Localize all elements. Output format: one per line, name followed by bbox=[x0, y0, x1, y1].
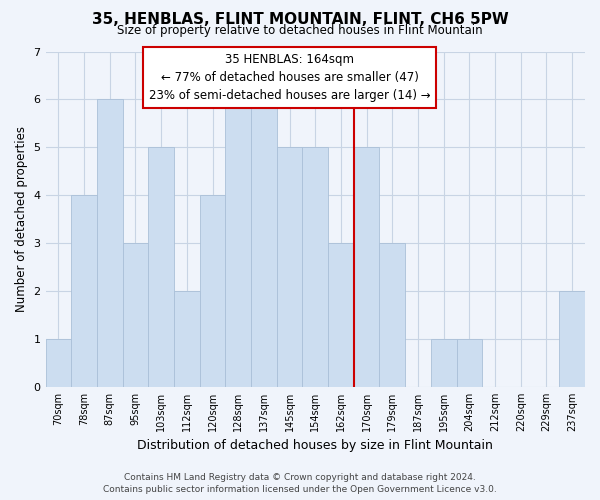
X-axis label: Distribution of detached houses by size in Flint Mountain: Distribution of detached houses by size … bbox=[137, 440, 493, 452]
Text: Size of property relative to detached houses in Flint Mountain: Size of property relative to detached ho… bbox=[117, 24, 483, 37]
Bar bbox=[559, 291, 585, 387]
Bar bbox=[431, 339, 457, 387]
Bar bbox=[46, 339, 71, 387]
Bar bbox=[122, 243, 148, 387]
Text: 35, HENBLAS, FLINT MOUNTAIN, FLINT, CH6 5PW: 35, HENBLAS, FLINT MOUNTAIN, FLINT, CH6 … bbox=[92, 12, 508, 28]
Bar bbox=[354, 148, 379, 387]
Text: Contains HM Land Registry data © Crown copyright and database right 2024.
Contai: Contains HM Land Registry data © Crown c… bbox=[103, 472, 497, 494]
Bar bbox=[251, 100, 277, 387]
Bar bbox=[97, 100, 122, 387]
Bar bbox=[226, 100, 251, 387]
Bar bbox=[328, 243, 354, 387]
Bar bbox=[457, 339, 482, 387]
Bar bbox=[277, 148, 302, 387]
Bar bbox=[200, 196, 226, 387]
Y-axis label: Number of detached properties: Number of detached properties bbox=[15, 126, 28, 312]
Bar bbox=[302, 148, 328, 387]
Bar bbox=[174, 291, 200, 387]
Bar bbox=[148, 148, 174, 387]
Bar bbox=[379, 243, 405, 387]
Text: 35 HENBLAS: 164sqm
← 77% of detached houses are smaller (47)
23% of semi-detache: 35 HENBLAS: 164sqm ← 77% of detached hou… bbox=[149, 54, 430, 102]
Bar bbox=[71, 196, 97, 387]
